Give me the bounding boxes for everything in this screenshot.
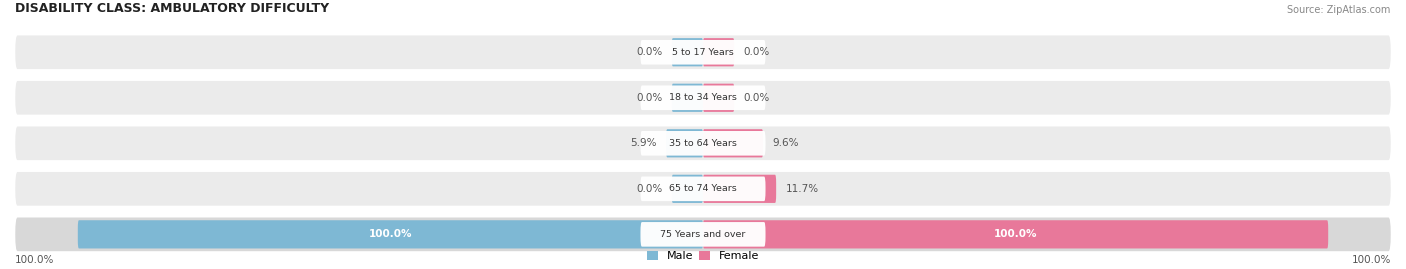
Text: 100.0%: 100.0% [15,255,55,265]
FancyBboxPatch shape [703,175,776,203]
FancyBboxPatch shape [672,175,703,203]
Text: 0.0%: 0.0% [744,47,770,57]
FancyBboxPatch shape [703,129,763,157]
FancyBboxPatch shape [15,36,1391,69]
FancyBboxPatch shape [703,84,734,112]
Text: 100.0%: 100.0% [368,229,412,239]
FancyBboxPatch shape [672,84,703,112]
FancyBboxPatch shape [15,81,1391,115]
Text: 0.0%: 0.0% [636,47,662,57]
Text: 9.6%: 9.6% [772,138,799,148]
Text: 100.0%: 100.0% [1351,255,1391,265]
FancyBboxPatch shape [641,131,765,155]
Text: 0.0%: 0.0% [744,93,770,103]
FancyBboxPatch shape [15,172,1391,206]
FancyBboxPatch shape [15,126,1391,160]
Text: DISABILITY CLASS: AMBULATORY DIFFICULTY: DISABILITY CLASS: AMBULATORY DIFFICULTY [15,2,329,15]
FancyBboxPatch shape [703,220,1329,249]
Text: 0.0%: 0.0% [636,93,662,103]
FancyBboxPatch shape [666,129,703,157]
Legend: Male, Female: Male, Female [643,247,763,266]
Text: 0.0%: 0.0% [636,184,662,194]
Text: 65 to 74 Years: 65 to 74 Years [669,184,737,193]
FancyBboxPatch shape [641,40,765,65]
FancyBboxPatch shape [641,86,765,110]
Text: 5.9%: 5.9% [630,138,657,148]
Text: Source: ZipAtlas.com: Source: ZipAtlas.com [1288,5,1391,15]
FancyBboxPatch shape [15,218,1391,251]
FancyBboxPatch shape [641,222,765,247]
Text: 11.7%: 11.7% [786,184,818,194]
FancyBboxPatch shape [641,176,765,201]
Text: 100.0%: 100.0% [994,229,1038,239]
Text: 75 Years and over: 75 Years and over [661,230,745,239]
Text: 5 to 17 Years: 5 to 17 Years [672,48,734,57]
FancyBboxPatch shape [77,220,703,249]
FancyBboxPatch shape [703,38,734,66]
Text: 35 to 64 Years: 35 to 64 Years [669,139,737,148]
Text: 18 to 34 Years: 18 to 34 Years [669,93,737,102]
FancyBboxPatch shape [672,38,703,66]
